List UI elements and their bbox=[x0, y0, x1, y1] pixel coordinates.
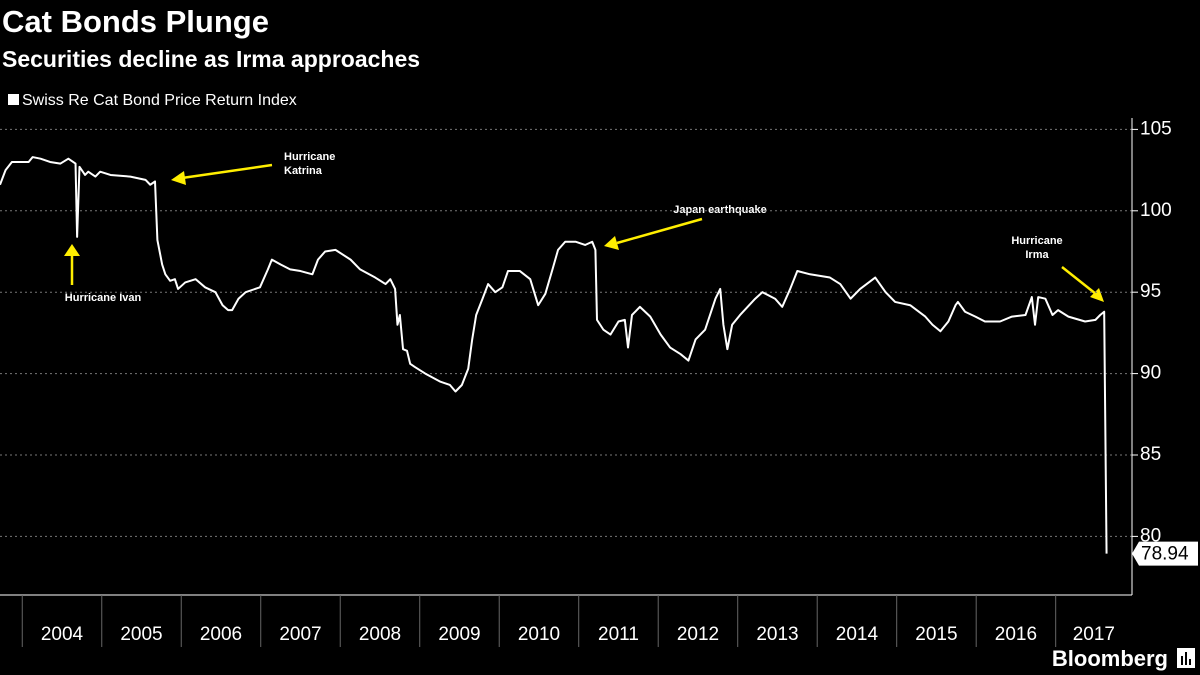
x-tick-label: 2016 bbox=[995, 624, 1037, 645]
annotation: Hurricane bbox=[1011, 235, 1062, 247]
y-tick-label: 105 bbox=[1140, 118, 1172, 139]
legend-label: Swiss Re Cat Bond Price Return Index bbox=[22, 92, 297, 109]
annotation: Japan earthquake bbox=[673, 204, 767, 216]
x-tick-label: 2008 bbox=[359, 624, 401, 645]
x-tick-label: 2009 bbox=[438, 624, 480, 645]
last-value-box bbox=[1132, 541, 1198, 566]
arrowhead bbox=[64, 244, 80, 256]
x-tick-label: 2015 bbox=[915, 624, 957, 645]
annotation: Hurricane bbox=[284, 151, 335, 163]
arrow bbox=[1061, 266, 1097, 295]
source: Bloomberg bbox=[1052, 646, 1168, 671]
x-tick-label: 2005 bbox=[120, 624, 162, 645]
x-tick-label: 2007 bbox=[279, 624, 321, 645]
y-tick-label: 90 bbox=[1140, 363, 1161, 384]
annotation: Irma bbox=[1025, 249, 1049, 261]
x-tick-label: 2010 bbox=[518, 624, 560, 645]
arrow bbox=[616, 217, 703, 245]
annotation: Hurricane Ivan bbox=[65, 292, 142, 304]
arrowhead bbox=[1090, 288, 1104, 302]
chart-title: Cat Bonds Plunge bbox=[2, 4, 269, 39]
line-series bbox=[0, 156, 1108, 554]
last-value-label: 78.94 bbox=[1141, 544, 1189, 565]
arrowhead bbox=[171, 171, 186, 185]
y-tick-label: 80 bbox=[1140, 525, 1161, 546]
x-tick-label: 2011 bbox=[598, 624, 639, 645]
annotation-arrows bbox=[64, 163, 1104, 302]
y-tick-label: 85 bbox=[1140, 444, 1161, 465]
x-tick-label: 2012 bbox=[677, 624, 719, 645]
icon-bar bbox=[1181, 656, 1183, 665]
x-tick-label: 2013 bbox=[756, 624, 798, 645]
chart-subtitle: Securities decline as Irma approaches bbox=[2, 46, 420, 72]
arrowhead bbox=[604, 236, 619, 250]
arrow bbox=[181, 163, 273, 180]
annotation: Katrina bbox=[284, 165, 323, 177]
x-tick-label: 2017 bbox=[1073, 624, 1115, 645]
icon-bar bbox=[1189, 659, 1191, 665]
icon-bar bbox=[1185, 652, 1187, 665]
x-tick-label: 2014 bbox=[836, 624, 879, 645]
y-tick-label: 95 bbox=[1140, 281, 1161, 302]
y-tick-label: 100 bbox=[1140, 200, 1172, 221]
x-tick-label: 2004 bbox=[41, 624, 84, 645]
legend-swatch bbox=[8, 94, 19, 105]
x-tick-label: 2006 bbox=[200, 624, 242, 645]
source-icon bbox=[1177, 648, 1195, 668]
